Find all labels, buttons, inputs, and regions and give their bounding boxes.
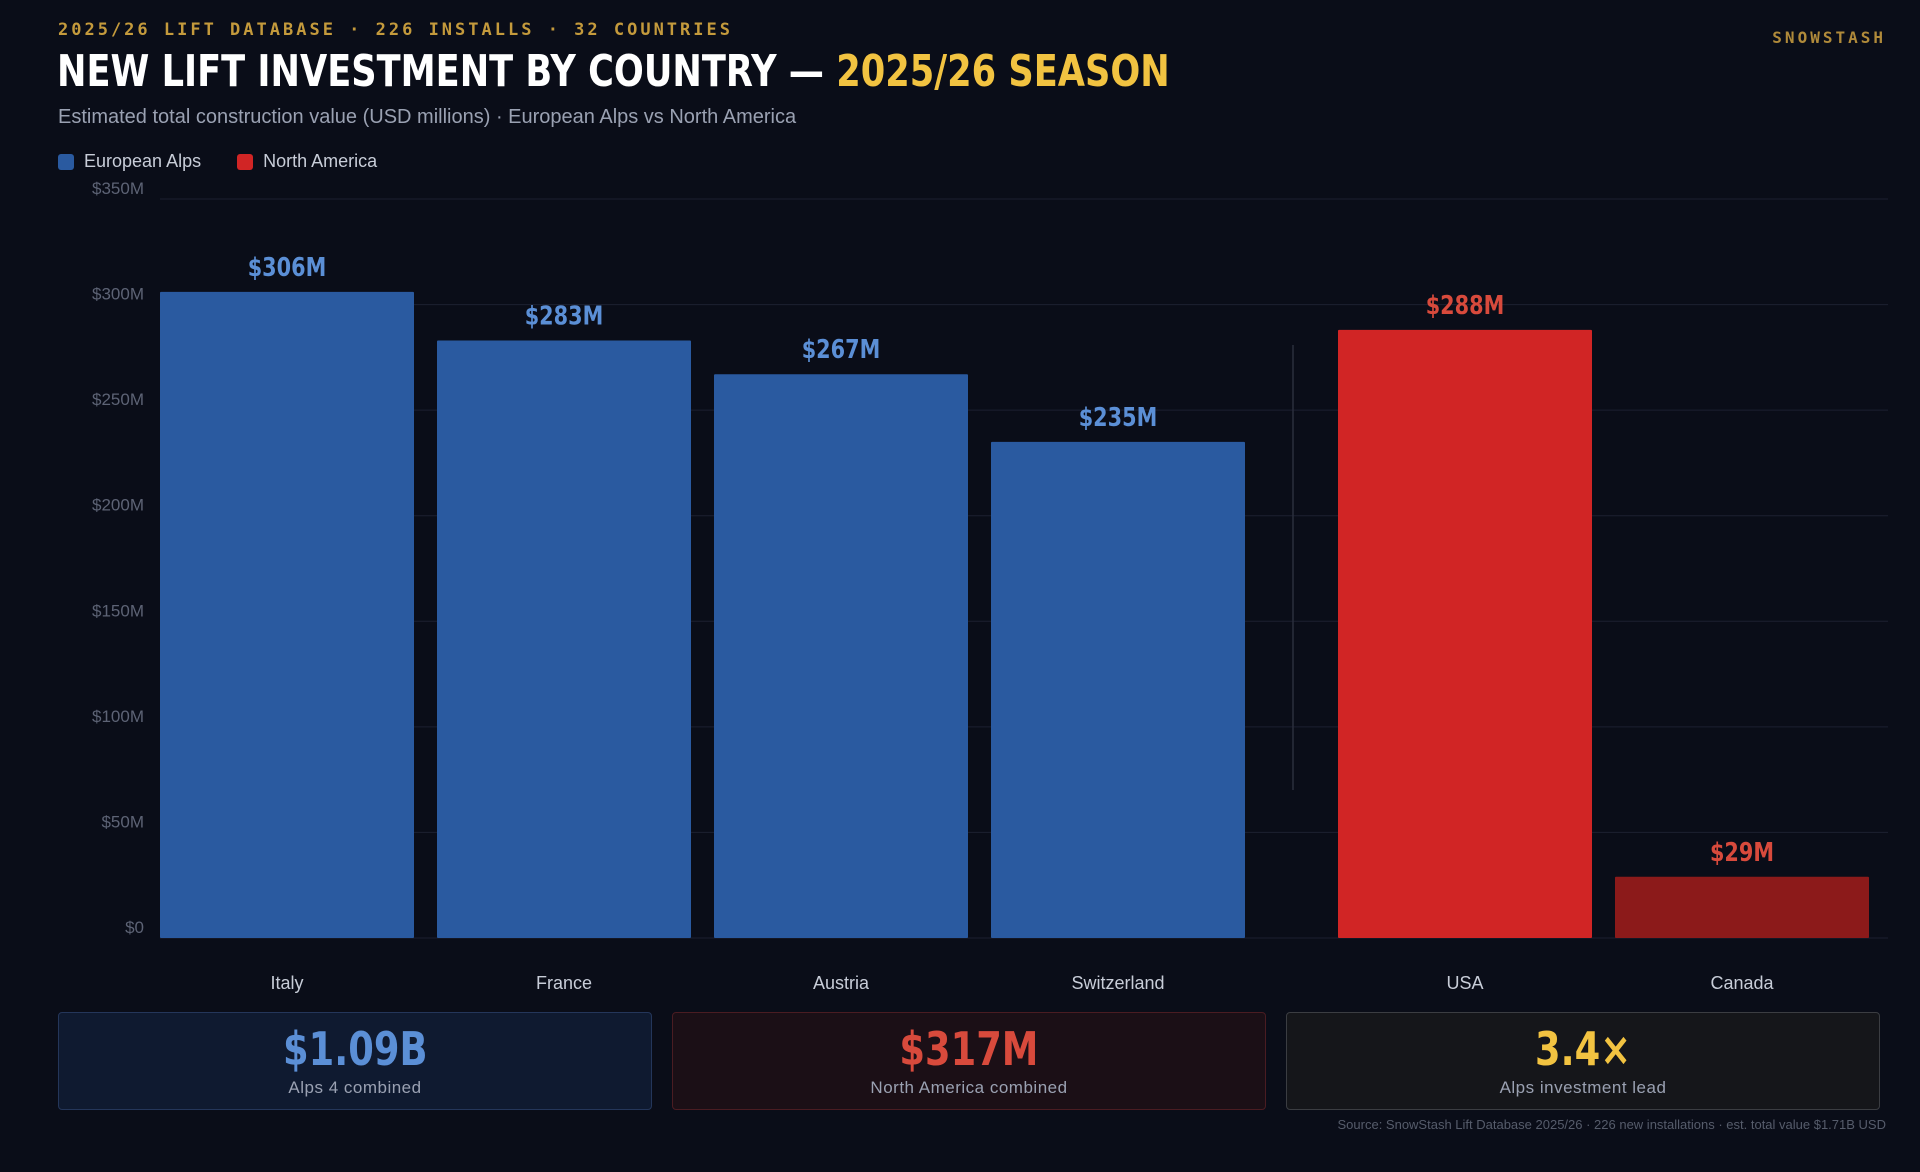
x-category-label: Switzerland <box>1071 973 1164 993</box>
bar-austria <box>714 374 968 939</box>
summary-na-label: North America combined <box>870 1078 1068 1097</box>
legend-swatch-north-america <box>237 153 254 170</box>
bar-value-label: $288M <box>1426 290 1505 321</box>
summary-lead-value: 3.4× <box>1534 1022 1632 1076</box>
bar-canada <box>1615 876 1869 938</box>
chart-subtitle: Estimated total construction value (USD … <box>58 106 797 128</box>
x-category-label: Canada <box>1710 973 1774 993</box>
x-category-label: Italy <box>270 973 303 993</box>
chart-title-highlight: 2025/26 SEASON <box>836 46 1170 97</box>
legend-item-north-america: North America <box>237 151 377 172</box>
chart-title-main: NEW LIFT INVESTMENT BY COUNTRY — <box>57 46 837 97</box>
x-category-label: USA <box>1446 973 1483 993</box>
summary-na-value: $317M <box>899 1022 1039 1076</box>
y-tick-label: $150M <box>92 601 144 620</box>
bar-value-label: $267M <box>802 334 881 365</box>
y-tick-label: $250M <box>92 390 144 409</box>
source-note: Source: SnowStash Lift Database 2025/26 … <box>1337 1117 1887 1132</box>
x-category-label: France <box>536 973 592 993</box>
legend-swatch-alps <box>58 153 74 170</box>
bar-chart: $0 $50M $100M $150M $200M $250M $300M $350M $306… <box>92 179 1888 993</box>
summary-card-north-america: $317M North America combined <box>672 1012 1266 1110</box>
legend-label-north-america: North America <box>263 151 378 171</box>
header-kicker: 2025/26 LIFT DATABASE · 226 INSTALLS · 3… <box>58 20 733 40</box>
summary-card-lead: 3.4× Alps investment lead <box>1286 1012 1880 1110</box>
chart-legend: European Alps North America <box>58 151 377 172</box>
summary-lead-label: Alps investment lead <box>1499 1078 1667 1097</box>
y-tick-label: $0 <box>125 918 144 937</box>
bar-france <box>437 340 691 939</box>
legend-item-alps: European Alps <box>58 151 201 172</box>
y-tick-label: $50M <box>101 812 144 831</box>
bar-usa <box>1338 329 1592 938</box>
brand-logo-text: SNOWSTASH <box>1772 28 1886 47</box>
summary-alps-label: Alps 4 combined <box>288 1078 422 1097</box>
legend-label-alps: European Alps <box>84 151 202 171</box>
bar-value-label: $235M <box>1079 402 1158 433</box>
y-tick-label: $100M <box>92 707 144 726</box>
summary-cards: $1.09B Alps 4 combined $317M North Ameri… <box>58 1012 1880 1110</box>
bar-value-label: $306M <box>248 252 327 283</box>
x-category-label: Austria <box>813 973 870 993</box>
summary-card-alps: $1.09B Alps 4 combined <box>58 1012 652 1110</box>
y-tick-label: $350M <box>92 179 144 198</box>
y-tick-label: $200M <box>92 496 144 515</box>
chart-title: NEW LIFT INVESTMENT BY COUNTRY — 2025/26… <box>57 46 1170 98</box>
bar-value-label: $283M <box>525 300 604 331</box>
bar-italy <box>160 291 414 939</box>
summary-alps-value: $1.09B <box>282 1022 428 1076</box>
bar-value-label: $29M <box>1710 836 1774 867</box>
bar-switzerland <box>991 441 1245 938</box>
y-tick-label: $300M <box>92 285 144 304</box>
